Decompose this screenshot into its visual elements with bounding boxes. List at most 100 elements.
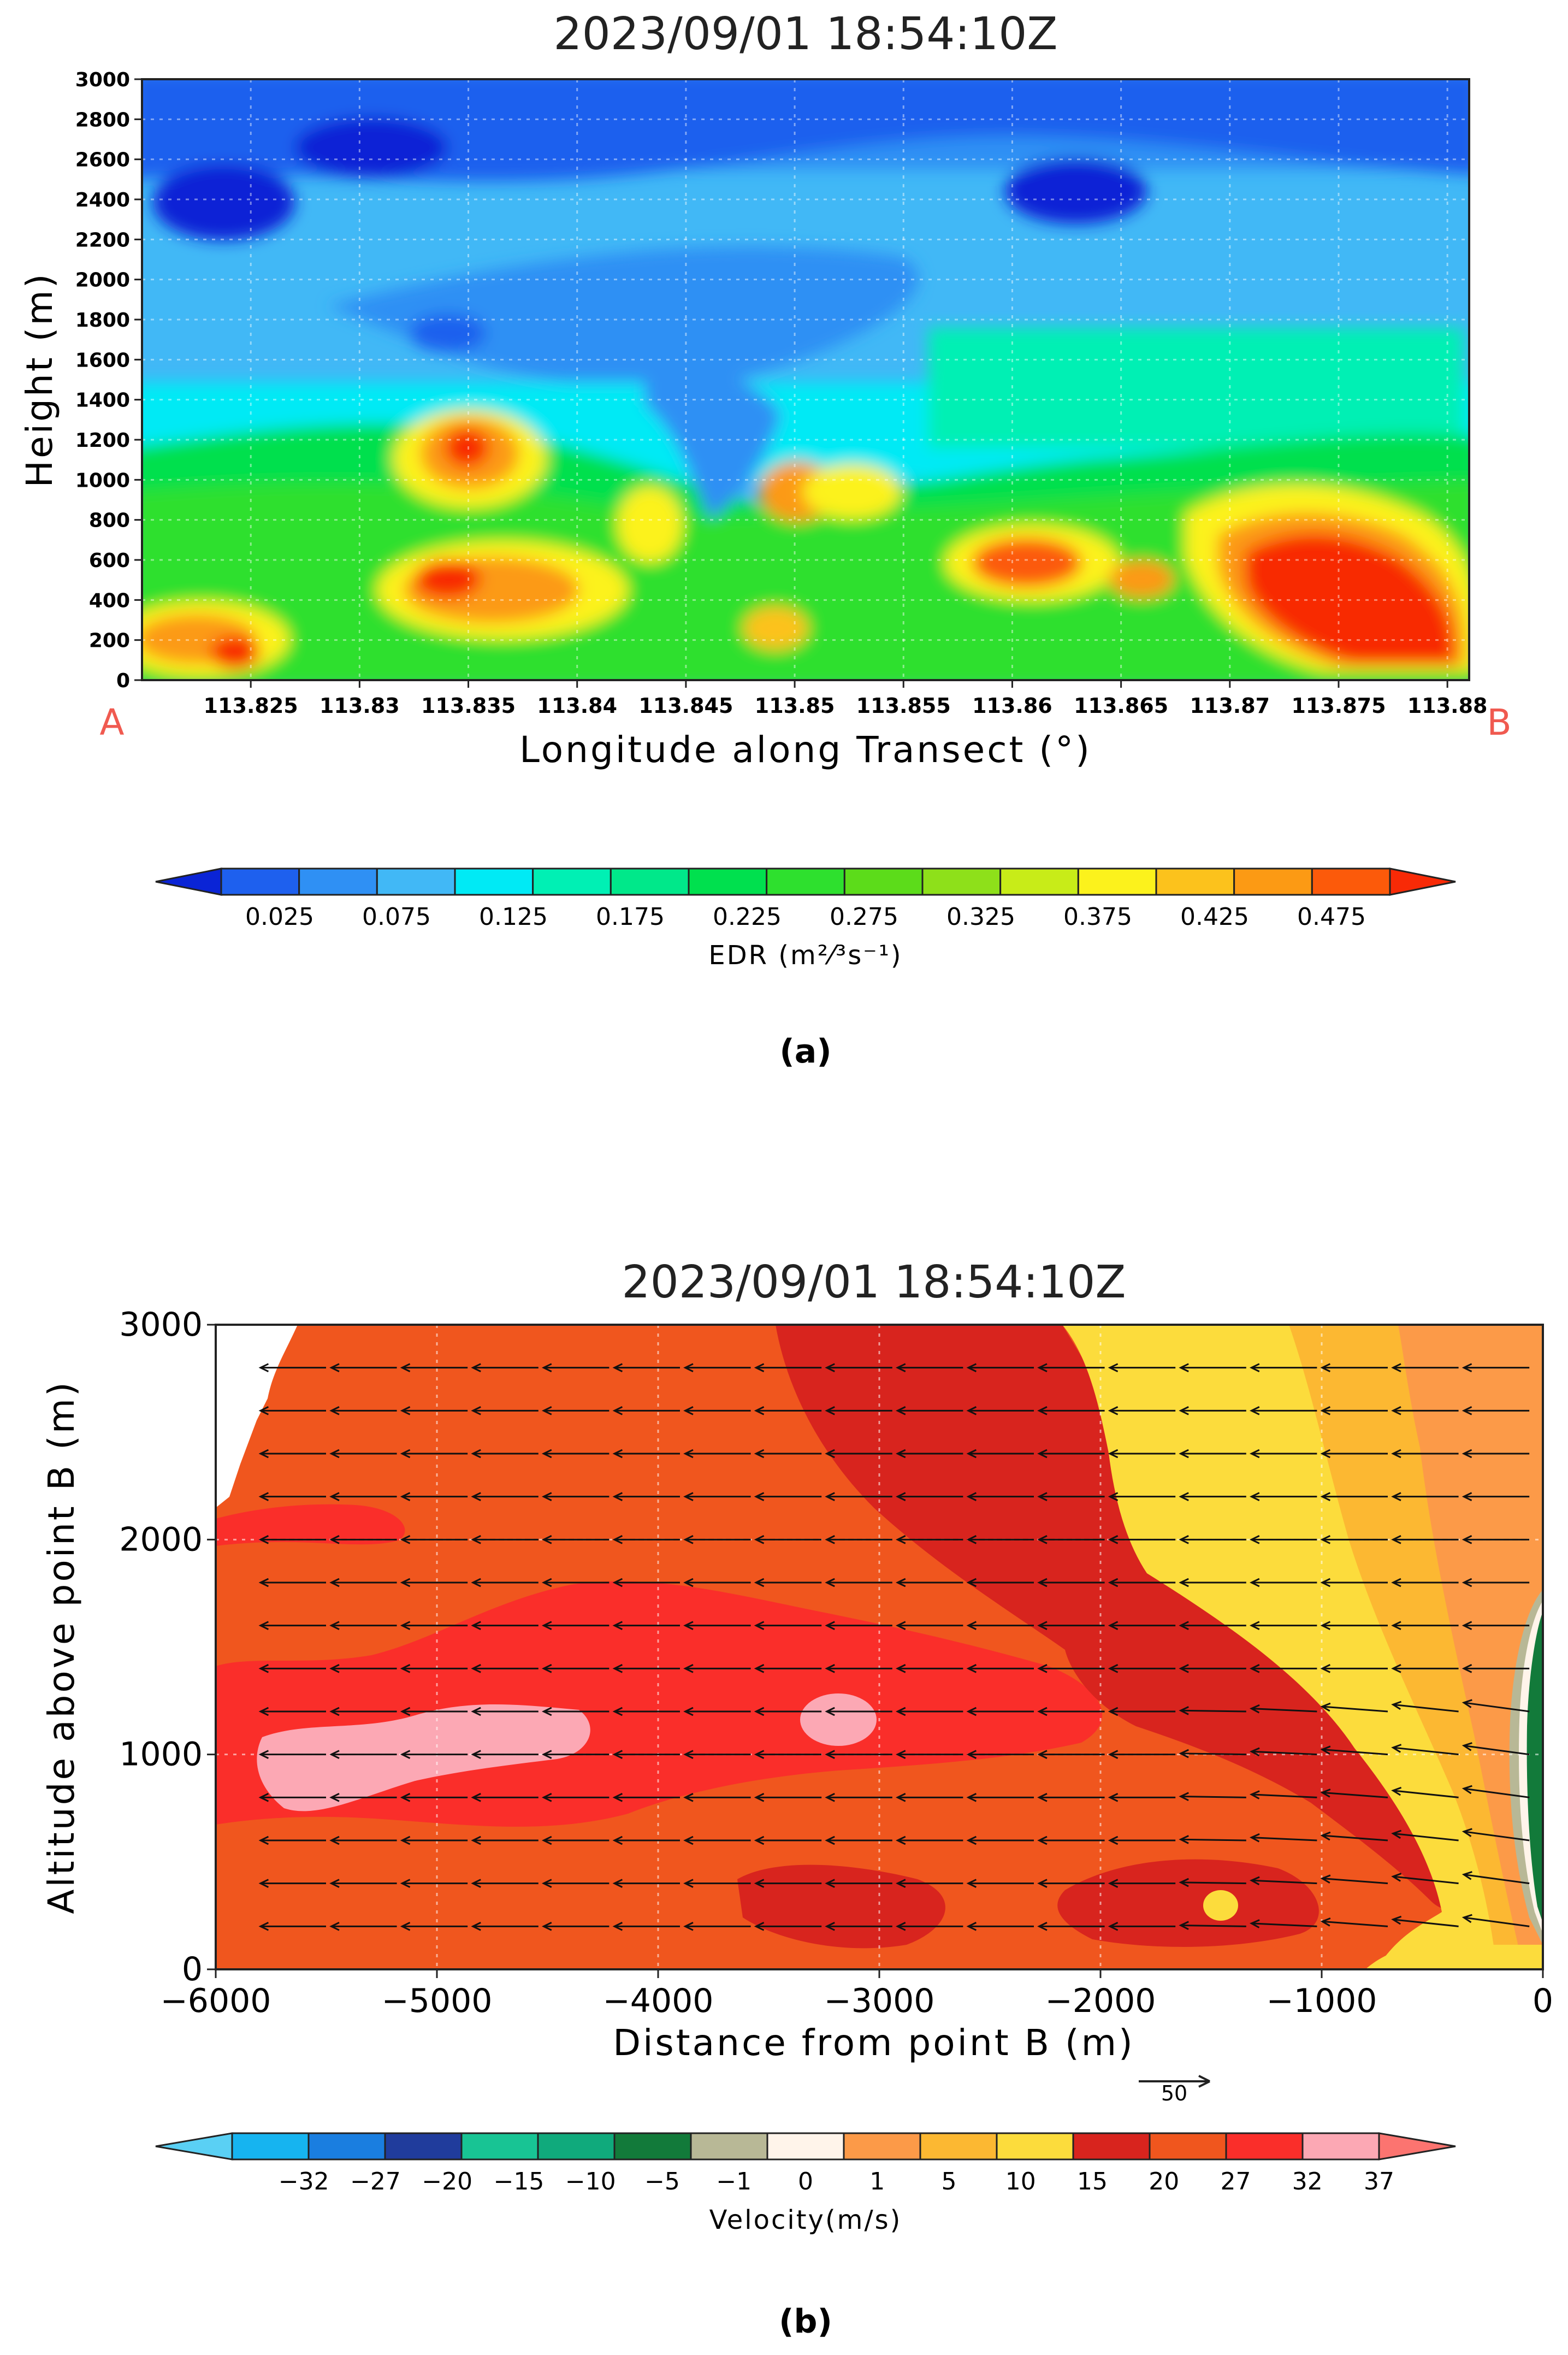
wind-vector-head [612, 1664, 623, 1673]
wind-vector-head [754, 1922, 765, 1931]
wind-vector-head [1249, 1492, 1260, 1501]
colorbar-swatch [1072, 2132, 1151, 2161]
wind-vector-head [1108, 1406, 1119, 1415]
wind-vector [1180, 1709, 1246, 1713]
wind-vector-head [825, 1707, 835, 1716]
edr-core [153, 164, 295, 240]
wind-vector-head [329, 1535, 340, 1544]
wind-vector-head [1108, 1621, 1119, 1630]
x-tick-label: −1000 [1267, 1982, 1377, 2020]
x-tick-label: 113.83 [319, 694, 400, 718]
velocity-region [776, 1325, 1491, 1911]
wind-vector [1393, 1746, 1459, 1756]
edr-core [617, 486, 683, 563]
wind-vector-head [329, 1363, 340, 1372]
panel-b: 2023/09/01 18:54:10Z [40, 1256, 1553, 2341]
colorbar-swatch [688, 867, 768, 896]
x-tick-label: 113.875 [1291, 694, 1386, 718]
wind-vector-head [895, 1707, 906, 1716]
wind-vector [1463, 1744, 1530, 1756]
wind-vector-head [1391, 1621, 1401, 1630]
wind-vector [1180, 1838, 1246, 1841]
wind-vector-head [612, 1492, 623, 1501]
y-tick-label: 1000 [75, 469, 130, 492]
wind-vector-head [1462, 1535, 1472, 1544]
wind-vector [1180, 1752, 1246, 1756]
wind-vector-head [329, 1835, 340, 1845]
edr-region [328, 246, 919, 388]
wind-vector-head [471, 1879, 481, 1888]
colorbar-tick-label: 0.275 [830, 903, 898, 931]
wind-vector-head [683, 1406, 694, 1415]
wind-vector-head [1179, 1664, 1189, 1673]
wind-vector-head [258, 1750, 269, 1759]
colorbar-tick-label: 0.175 [596, 903, 665, 931]
wind-vector [1322, 1878, 1388, 1885]
wind-vector-head [1320, 1874, 1331, 1884]
wind-vector-head [541, 1879, 552, 1888]
colorbar-tick-label: −10 [565, 2168, 616, 2195]
colorbar-extend-low [155, 2132, 233, 2161]
wind-vector-head [683, 1835, 694, 1845]
wind-vectors [258, 1363, 1530, 1931]
wind-vector-head [1249, 1406, 1260, 1415]
colorbar-tick-label: −20 [422, 2168, 472, 2195]
wind-vector-head [895, 1492, 906, 1501]
y-tick-label: 2800 [75, 109, 130, 131]
y-tick-label: 600 [89, 550, 130, 572]
wind-vector-head [1179, 1878, 1189, 1887]
x-tick-label: 113.825 [204, 694, 298, 718]
wind-vector-head [1179, 1578, 1189, 1587]
colorbar-tick-label: 20 [1149, 2168, 1179, 2195]
wind-vector-head [1179, 1706, 1189, 1715]
y-tick-label: 2200 [75, 229, 130, 251]
wind-vector-head [1249, 1919, 1260, 1928]
wind-vector-head [683, 1922, 694, 1931]
wind-vector-head [825, 1664, 835, 1673]
colorbar-tick-label: 5 [942, 2168, 957, 2195]
edr-core [1005, 158, 1147, 224]
wind-vector-head [1462, 1664, 1472, 1673]
wind-vector-head [1462, 1914, 1472, 1923]
wind-vector-head [1462, 1406, 1472, 1415]
wind-vector-head [1108, 1363, 1119, 1372]
x-tick-label: 113.855 [856, 694, 951, 718]
colorbar-swatch [1155, 867, 1235, 896]
plot-b-x-ticks: −6000 −5000 −4000 −3000 −2000 −1000 0 [161, 1969, 1553, 2020]
chart-title: 2023/09/01 18:54:10Z [622, 1256, 1126, 1308]
wind-vector-head [683, 1621, 694, 1630]
colorbar-tick-label: 32 [1292, 2168, 1323, 2195]
colorbar-swatch [843, 2132, 921, 2161]
wind-vector-head [1462, 1363, 1472, 1372]
wind-vector-head [541, 1363, 552, 1372]
wind-vector-head [400, 1879, 411, 1888]
wind-vector-head [1037, 1492, 1048, 1501]
wind-vector [1393, 1832, 1459, 1841]
velocity-core [800, 1693, 877, 1746]
wind-vector-head [895, 1449, 906, 1459]
wind-vector [1322, 1920, 1388, 1927]
colorbar-extend-high [1389, 867, 1456, 896]
wind-vector-head [1462, 1699, 1472, 1708]
wind-vector-head [400, 1363, 411, 1372]
wind-vector-head [966, 1707, 977, 1716]
colorbar-extend-low [155, 867, 222, 896]
wind-vector-head [400, 1535, 411, 1544]
wind-vector-head [754, 1750, 765, 1759]
wind-vector-head [258, 1879, 269, 1888]
wind-vector-head [612, 1578, 623, 1587]
wind-vector [1251, 1750, 1317, 1756]
colorbar-swatch [231, 2132, 310, 2161]
x-axis-label: Distance from point B (m) [613, 2022, 1135, 2064]
colorbar-swatch [1233, 867, 1313, 896]
y-tick-label: 2600 [75, 149, 130, 172]
wind-vector-head [329, 1922, 340, 1931]
wind-vector-head [329, 1879, 340, 1888]
wind-vector-head [400, 1707, 411, 1716]
wind-vector-head [258, 1578, 269, 1587]
wind-vector-head [329, 1793, 340, 1802]
wind-vector-head [471, 1363, 481, 1372]
x-tick-label: −4000 [603, 1982, 714, 2020]
plot-a-gridlines [142, 78, 1469, 681]
colorbar-extend-high [1378, 2132, 1456, 2161]
